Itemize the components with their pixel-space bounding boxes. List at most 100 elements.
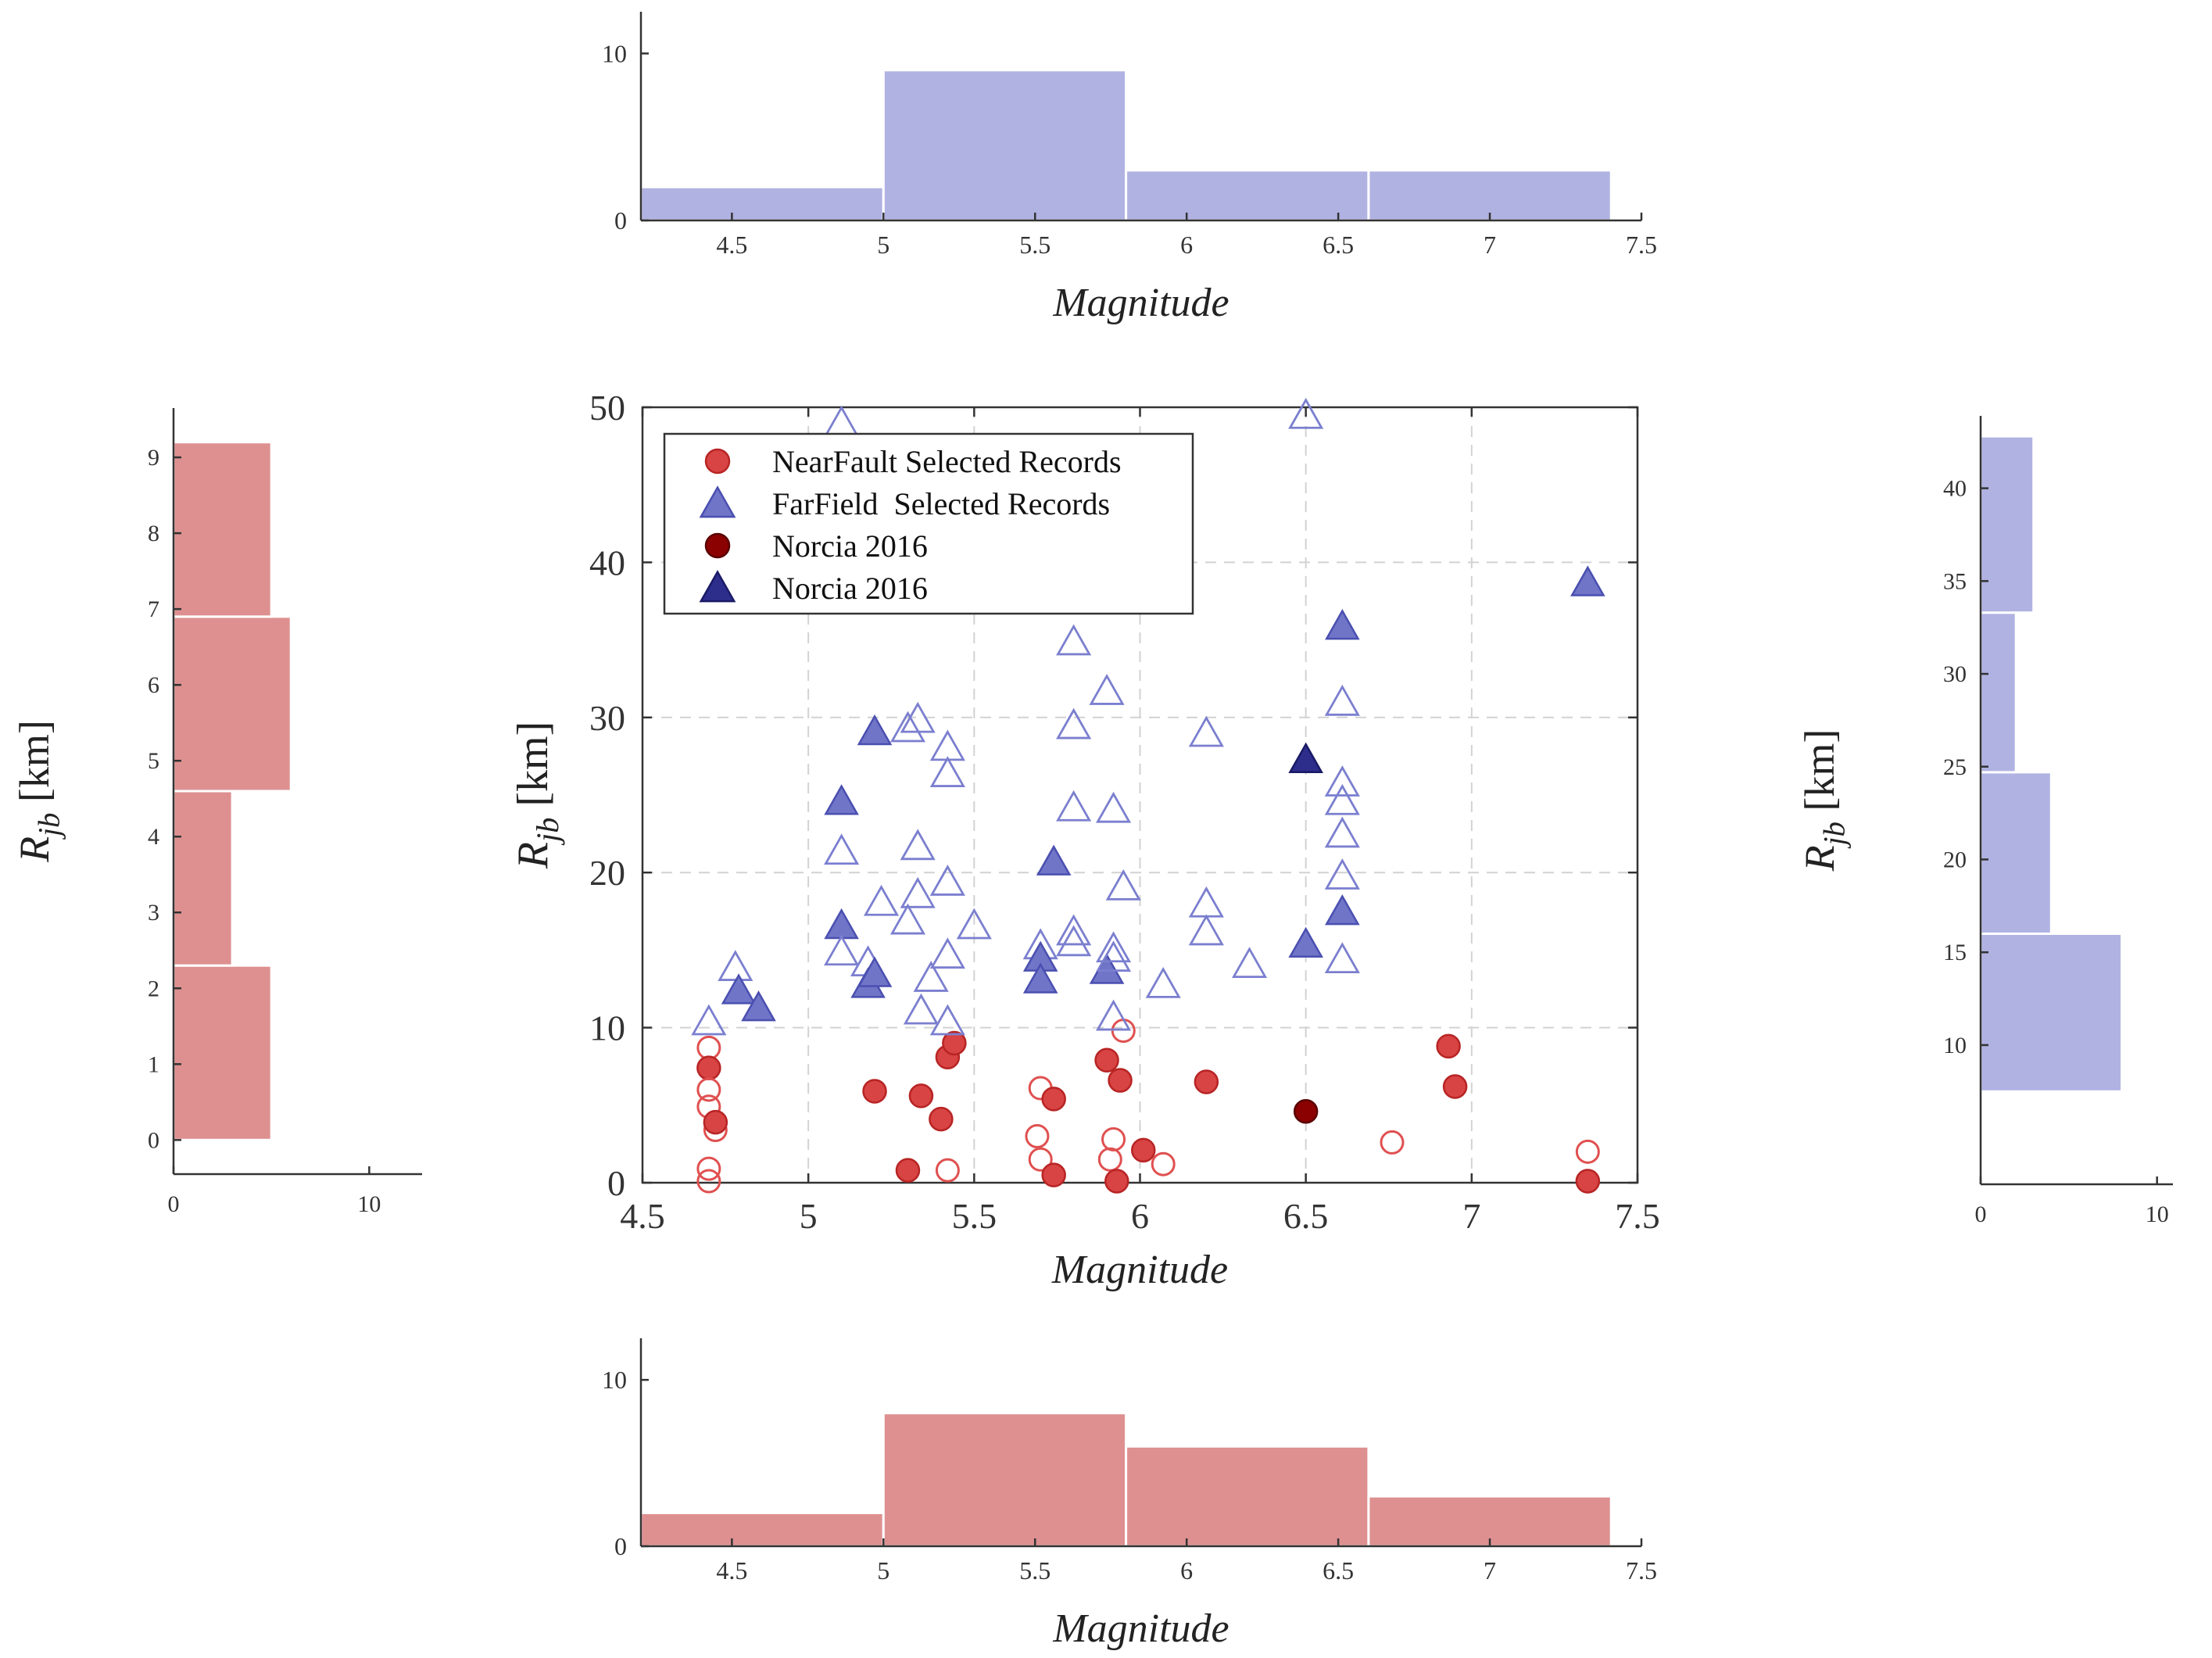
triangle-marker bbox=[741, 990, 776, 1022]
left-hist-bar bbox=[172, 441, 273, 618]
triangle-marker bbox=[900, 876, 936, 908]
triangle-marker bbox=[1324, 942, 1360, 974]
circle-marker bbox=[1436, 1033, 1461, 1059]
triangle-marker bbox=[1188, 886, 1224, 918]
circle-marker bbox=[908, 1083, 934, 1108]
left-y-tick-label: 5 bbox=[148, 748, 159, 774]
top-x-tick-label: 6.5 bbox=[1323, 231, 1354, 259]
top-hist-bar bbox=[882, 69, 1128, 222]
circle-marker bbox=[1101, 1126, 1126, 1151]
circle-marker bbox=[929, 1106, 954, 1132]
circle-marker bbox=[1575, 1169, 1601, 1194]
bottom-x-tick-label: 5 bbox=[877, 1556, 889, 1585]
right-x-tick-label: 0 bbox=[1975, 1201, 1987, 1227]
top-hist-bar bbox=[639, 185, 885, 222]
bottom-x-tick-label: 4.5 bbox=[716, 1556, 747, 1585]
circle-marker bbox=[935, 1158, 960, 1183]
triangle-marker bbox=[1089, 674, 1125, 705]
bottom-x-tick-label: 5.5 bbox=[1019, 1556, 1051, 1585]
right-hist-bar bbox=[1979, 771, 2053, 935]
legend-label: FarField Selected Records bbox=[772, 486, 1110, 521]
circle-marker bbox=[1094, 1047, 1119, 1073]
left-y-tick-label: 0 bbox=[148, 1127, 159, 1153]
bottom-x-axis-label: Magnitude bbox=[1052, 1606, 1229, 1651]
triangle-marker bbox=[691, 1004, 727, 1036]
triangle-marker bbox=[1288, 397, 1324, 429]
triangle-marker bbox=[929, 937, 965, 969]
left-y-axis-label: Rjb [km] bbox=[11, 720, 66, 863]
circle-marker bbox=[1151, 1151, 1176, 1176]
triangle-marker bbox=[900, 829, 936, 861]
triangle-marker bbox=[1105, 869, 1141, 901]
right-y-tick-label: 20 bbox=[1943, 847, 1967, 872]
bottom-x-tick-label: 7 bbox=[1484, 1556, 1496, 1585]
circle-marker bbox=[696, 1169, 721, 1194]
main-x-tick-label: 6.5 bbox=[1283, 1196, 1329, 1236]
triangle-marker bbox=[1570, 565, 1605, 596]
triangle-marker bbox=[824, 833, 860, 865]
main-y-axis-label: Rjb [km] bbox=[509, 722, 565, 869]
circle-marker bbox=[1104, 1169, 1129, 1194]
left-rjb-histogram: 0 10 0 1 2 3 4 5 6 7 8 9 Rjb [km] bbox=[11, 408, 422, 1217]
triangle-marker bbox=[1056, 925, 1092, 957]
circle-marker bbox=[1194, 1069, 1219, 1094]
main-x-tick-label: 7 bbox=[1462, 1196, 1480, 1236]
circle-marker bbox=[1380, 1130, 1405, 1155]
main-y-tick-label: 30 bbox=[589, 698, 625, 738]
left-y-tick-label: 2 bbox=[148, 976, 159, 1001]
triangle-marker bbox=[718, 950, 753, 981]
main-x-axis-label: Magnitude bbox=[1051, 1248, 1228, 1292]
legend-label: NearFault Selected Records bbox=[772, 444, 1122, 479]
right-hist-bar bbox=[1979, 611, 2017, 774]
right-y-tick-label: 25 bbox=[1943, 754, 1967, 780]
triangle-marker bbox=[1089, 953, 1125, 984]
circle-marker bbox=[1108, 1068, 1133, 1093]
triangle-marker bbox=[824, 405, 860, 437]
main-x-tick-label: 6 bbox=[1131, 1196, 1149, 1236]
circle-marker bbox=[1111, 1019, 1136, 1044]
circle-marker bbox=[696, 1077, 721, 1102]
circle-marker bbox=[895, 1158, 921, 1183]
legend-circle-marker bbox=[704, 448, 731, 474]
triangle-marker bbox=[1036, 844, 1072, 876]
bottom-magnitude-histogram: 4.5 5 5.5 6 6.5 7 7.5 0 10 Magnitude bbox=[602, 1338, 1657, 1651]
triangle-marker bbox=[1324, 783, 1360, 815]
main-x-tick-label: 4.5 bbox=[620, 1196, 665, 1236]
main-y-tick-label: 0 bbox=[607, 1163, 625, 1203]
triangle-marker bbox=[857, 956, 893, 987]
legend-circle-marker bbox=[704, 532, 731, 559]
left-y-tick-label: 7 bbox=[148, 596, 159, 622]
bottom-hist-bar bbox=[1367, 1495, 1612, 1548]
top-hist-bar bbox=[1367, 169, 1612, 222]
legend-triangle-marker bbox=[699, 570, 736, 603]
right-x-tick-label: 10 bbox=[2146, 1201, 2169, 1227]
left-y-tick-label: 8 bbox=[148, 521, 159, 546]
bottom-x-tick-label: 6.5 bbox=[1323, 1556, 1354, 1585]
triangle-marker bbox=[929, 1004, 965, 1036]
top-magnitude-histogram: 4.5 5 5.5 6 6.5 7 7.5 0 10 Magnitude bbox=[602, 12, 1657, 325]
triangle-marker bbox=[956, 908, 992, 940]
main-y-tick-label: 20 bbox=[589, 853, 625, 893]
left-x-tick-label: 10 bbox=[357, 1191, 381, 1217]
circle-marker bbox=[1041, 1162, 1066, 1187]
triangle-marker bbox=[1325, 608, 1360, 640]
right-y-tick-label: 30 bbox=[1943, 661, 1967, 687]
main-y-tick-label: 10 bbox=[589, 1008, 625, 1048]
triangle-marker bbox=[900, 701, 936, 733]
main-y-tick-label: 50 bbox=[589, 388, 625, 428]
triangle-marker bbox=[929, 756, 965, 787]
left-y-tick-label: 3 bbox=[148, 900, 159, 926]
circle-marker bbox=[1442, 1074, 1468, 1099]
left-y-tick-label: 4 bbox=[148, 824, 159, 850]
circle-marker bbox=[1041, 1087, 1066, 1112]
triangle-marker bbox=[1231, 947, 1268, 978]
right-y-tick-label: 35 bbox=[1943, 568, 1967, 594]
main-x-tick-label: 5.5 bbox=[952, 1196, 997, 1236]
top-x-tick-label: 7.5 bbox=[1626, 231, 1657, 259]
circle-marker bbox=[696, 1156, 721, 1181]
top-y-tick-label: 0 bbox=[614, 206, 627, 235]
triangle-marker bbox=[824, 934, 860, 966]
triangle-marker bbox=[1288, 742, 1323, 773]
triangle-marker bbox=[889, 903, 926, 935]
